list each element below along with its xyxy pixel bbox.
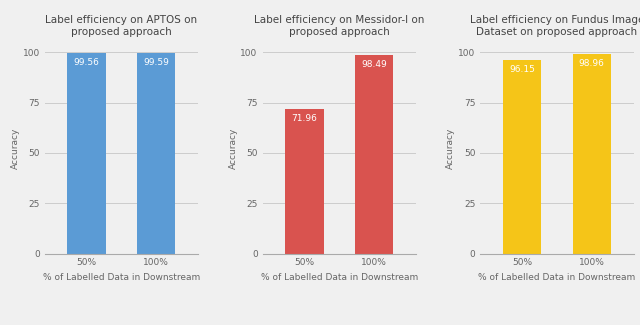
Bar [573, 54, 611, 254]
Bar [285, 109, 323, 254]
Text: 98.96: 98.96 [579, 59, 605, 69]
X-axis label: % of Labelled Data in Downstream: % of Labelled Data in Downstream [260, 273, 418, 282]
Y-axis label: Accuracy: Accuracy [228, 127, 237, 169]
X-axis label: % of Labelled Data in Downstream: % of Labelled Data in Downstream [43, 273, 200, 282]
Y-axis label: Accuracy: Accuracy [446, 127, 456, 169]
Bar [503, 60, 541, 254]
Title: Label efficiency on Messidor-I on
proposed approach: Label efficiency on Messidor-I on propos… [254, 15, 424, 37]
Title: Label efficiency on Fundus Image
Dataset on proposed approach: Label efficiency on Fundus Image Dataset… [470, 15, 640, 37]
Text: 71.96: 71.96 [291, 114, 317, 123]
Text: 99.59: 99.59 [143, 58, 169, 67]
Bar [67, 53, 106, 254]
Bar [355, 55, 393, 254]
Title: Label efficiency on APTOS on
proposed approach: Label efficiency on APTOS on proposed ap… [45, 15, 198, 37]
Y-axis label: Accuracy: Accuracy [11, 127, 20, 169]
Bar [137, 53, 175, 254]
Text: 99.56: 99.56 [74, 58, 100, 67]
X-axis label: % of Labelled Data in Downstream: % of Labelled Data in Downstream [478, 273, 636, 282]
Text: 96.15: 96.15 [509, 65, 535, 74]
Text: 98.49: 98.49 [361, 60, 387, 69]
